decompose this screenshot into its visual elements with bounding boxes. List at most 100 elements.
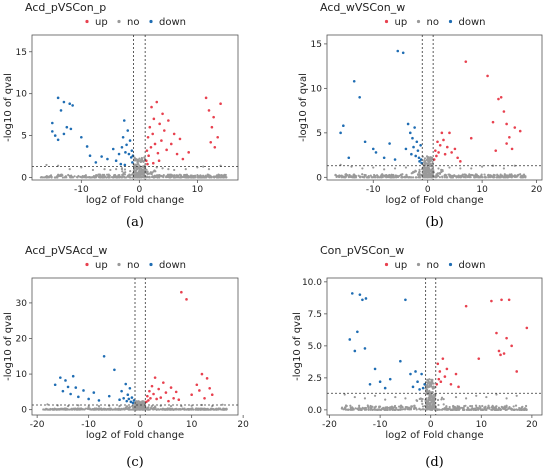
point-down: [356, 330, 359, 334]
point-no: [383, 168, 386, 171]
point-no: [506, 176, 510, 179]
point-no: [106, 173, 109, 176]
x-tick-label: 10: [476, 420, 488, 430]
point-down: [56, 138, 60, 142]
x-tick-label: 10: [192, 185, 204, 195]
point-up: [153, 142, 157, 146]
point-up: [502, 110, 506, 113]
point-no: [474, 404, 478, 407]
point-down: [124, 382, 128, 386]
point-up: [175, 152, 179, 156]
point-no: [399, 173, 403, 176]
point-down: [393, 158, 397, 161]
point-no: [492, 407, 495, 410]
point-no: [121, 174, 124, 178]
x-tick-label: -10: [373, 420, 388, 430]
point-up: [148, 389, 151, 393]
point-no: [43, 408, 46, 411]
x-tick-label: 0: [425, 185, 431, 195]
point-up: [518, 129, 522, 133]
point-no: [95, 174, 98, 177]
point-up: [491, 120, 495, 124]
point-no: [494, 408, 497, 411]
point-up: [441, 357, 445, 360]
point-no: [397, 405, 401, 408]
point-no: [421, 397, 424, 401]
point-no: [421, 168, 424, 171]
point-down: [122, 119, 126, 122]
point-no: [520, 408, 523, 411]
point-no: [441, 176, 444, 179]
point-no: [115, 175, 118, 178]
point-no: [201, 407, 205, 410]
point-no: [97, 407, 101, 411]
point-no: [406, 406, 409, 409]
point-no: [430, 408, 434, 411]
point-up: [203, 396, 206, 400]
point-no: [373, 406, 376, 409]
point-down: [51, 121, 54, 125]
legend-marker-down: [149, 19, 153, 24]
point-no: [106, 408, 109, 411]
point-no: [485, 395, 488, 399]
point-no: [151, 408, 155, 411]
point-up: [469, 136, 473, 140]
point-no: [519, 173, 522, 176]
point-no: [153, 406, 156, 409]
point-no: [81, 175, 85, 178]
point-down: [59, 376, 62, 379]
point-down: [82, 389, 85, 392]
point-no: [207, 173, 210, 176]
point-no: [393, 167, 397, 170]
point-no: [99, 174, 102, 177]
point-no: [69, 408, 73, 411]
point-no: [513, 164, 516, 167]
point-down: [119, 162, 123, 166]
point-down: [106, 157, 109, 161]
point-no: [437, 403, 440, 407]
y-tick-label: 15: [16, 48, 27, 58]
x-axis-label: log2 of Fold change: [385, 430, 483, 441]
y-tick-label: 10: [16, 90, 28, 100]
point-no: [133, 170, 137, 173]
point-no: [364, 407, 367, 410]
point-no: [481, 165, 484, 168]
point-up: [490, 299, 493, 303]
point-no: [425, 392, 428, 395]
point-no: [403, 408, 407, 411]
point-no: [179, 408, 182, 411]
x-tick-label: 10: [186, 420, 198, 430]
point-up: [146, 135, 150, 139]
point-up: [195, 383, 199, 387]
point-no: [183, 176, 186, 179]
point-no: [162, 408, 165, 411]
point-up: [505, 142, 508, 145]
point-no: [437, 172, 440, 175]
point-down: [364, 297, 368, 300]
point-no: [373, 394, 377, 397]
point-no: [123, 176, 126, 179]
point-no: [424, 173, 427, 177]
point-down: [121, 135, 125, 139]
point-no: [101, 173, 104, 176]
point-no: [174, 408, 178, 411]
point-up: [149, 396, 152, 400]
point-down: [404, 147, 408, 151]
point-down: [388, 377, 392, 381]
point-no: [97, 405, 101, 408]
point-no: [91, 408, 94, 411]
point-no: [422, 170, 425, 173]
point-up: [205, 377, 209, 380]
chart-title: Acd_pVSCon_p: [25, 1, 106, 14]
point-no: [141, 404, 145, 407]
point-no: [138, 169, 141, 172]
point-no: [470, 408, 473, 411]
point-no: [61, 174, 64, 177]
x-tick-label: -20: [322, 420, 337, 430]
point-no: [436, 398, 440, 402]
point-no: [124, 407, 128, 410]
point-down: [125, 143, 128, 147]
point-up: [510, 147, 514, 151]
point-no: [445, 405, 448, 408]
